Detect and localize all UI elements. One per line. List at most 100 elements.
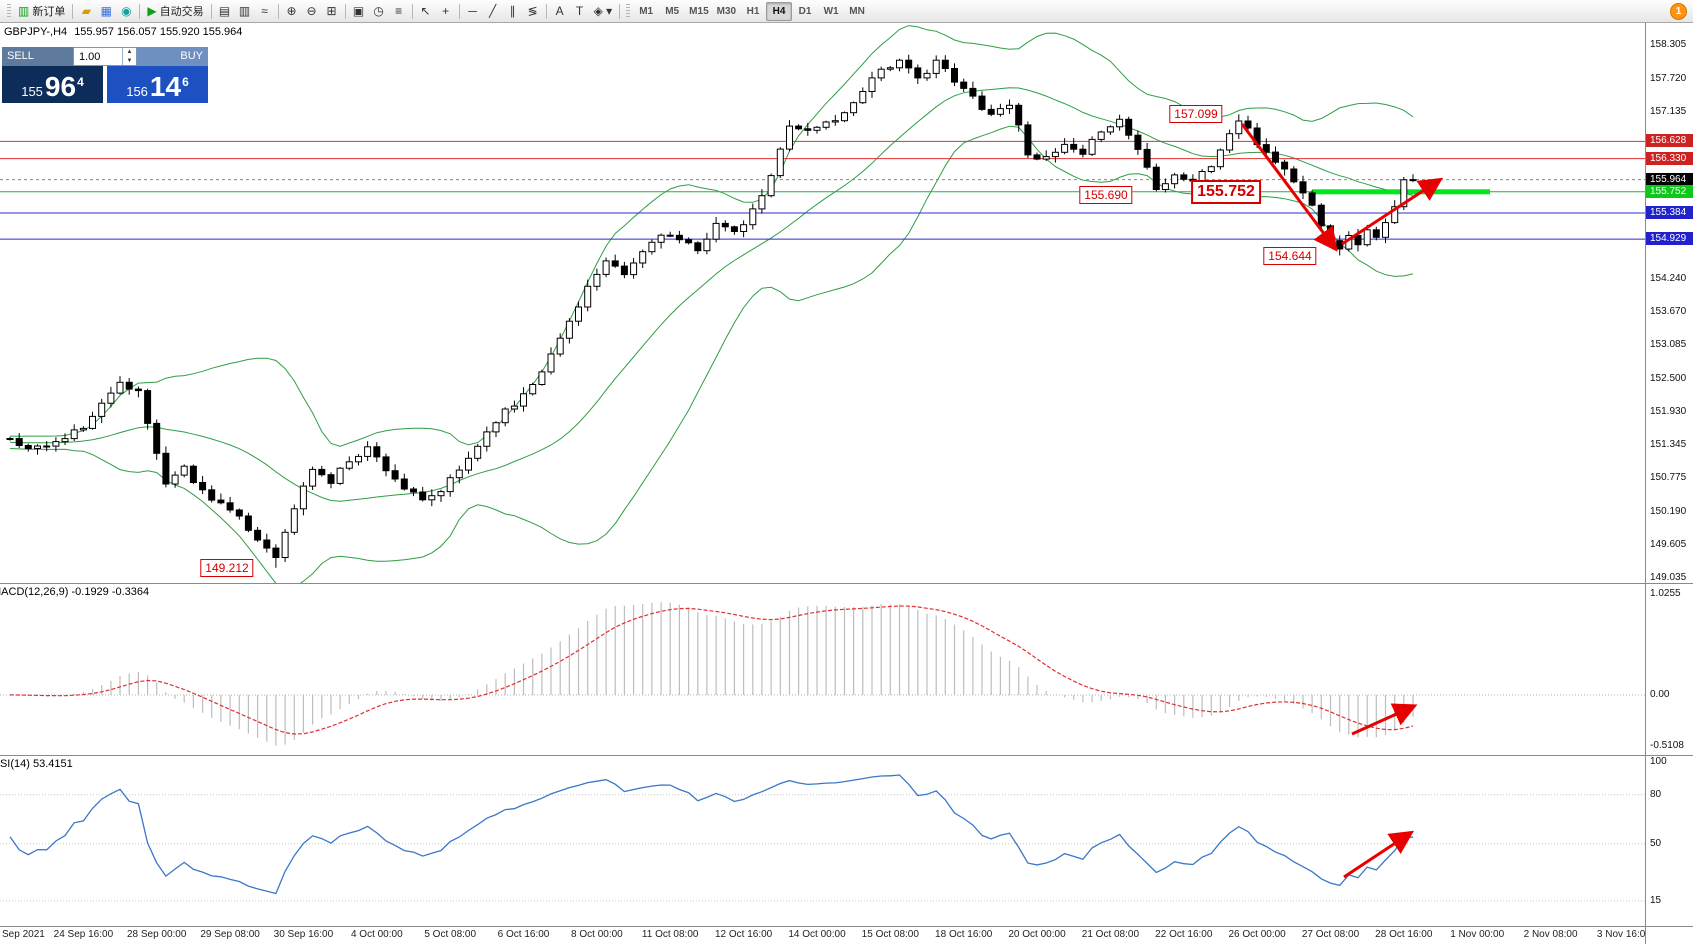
- trend-arrow[interactable]: [1343, 830, 1415, 879]
- volume-input[interactable]: 1.00 ▲ ▼: [73, 47, 137, 66]
- fibonacci-icon: ≶: [527, 4, 538, 18]
- fibonacci-button[interactable]: ≶: [523, 2, 543, 21]
- chart-line-icon: ≈: [261, 4, 268, 18]
- zoom-in-button[interactable]: ⊕: [282, 2, 302, 21]
- community-button[interactable]: ◉: [116, 2, 136, 21]
- bollinger-band: [9, 25, 1414, 447]
- horizontal-line-icon: ─: [468, 4, 477, 18]
- toolbar-separator: [277, 3, 279, 19]
- price-axis-label: 154.240: [1650, 272, 1687, 284]
- toolbar-grip[interactable]: [7, 3, 11, 19]
- trendline-button[interactable]: ╱: [483, 2, 503, 21]
- chart-line-button[interactable]: ≈: [255, 2, 275, 21]
- deposit-button[interactable]: ▰: [76, 2, 96, 21]
- text-button[interactable]: A: [550, 2, 570, 21]
- price-annotation[interactable]: 155.752: [1191, 179, 1261, 204]
- chart-candles-button[interactable]: ▥: [235, 2, 255, 21]
- trend-arrow[interactable]: [1240, 123, 1338, 252]
- zoom-out-button[interactable]: ⊖: [302, 2, 322, 21]
- time-axis-label: 3 Nov 16:00: [1596, 929, 1651, 940]
- panel-separator[interactable]: [0, 583, 1693, 584]
- trend-arrow[interactable]: [1351, 703, 1418, 736]
- text-label-button[interactable]: T: [570, 2, 590, 21]
- cursor-button[interactable]: ↖: [416, 2, 436, 21]
- new-chart-button[interactable]: ▣: [349, 2, 369, 21]
- new-order-button[interactable]: ▥ 新订单: [14, 2, 69, 21]
- trend-arrow[interactable]: [1341, 177, 1444, 246]
- main-chart-panel[interactable]: 157.099 155.690 155.752 154.644 149.212: [0, 23, 1645, 583]
- macd-axis-label: 0.00: [1650, 689, 1670, 700]
- toolbar-separator: [619, 3, 621, 19]
- timeframe-h1[interactable]: H1: [746, 5, 760, 17]
- price-annotation[interactable]: 154.644: [1263, 246, 1317, 265]
- macd-axis-label: -0.5108: [1650, 739, 1684, 751]
- toolbar-separator: [210, 3, 212, 19]
- price-tag: 155.752: [1646, 184, 1693, 198]
- timeframe-w1[interactable]: W1: [823, 5, 839, 17]
- main-chart-canvas[interactable]: [0, 23, 1645, 583]
- price-axis-label: 157.135: [1650, 106, 1687, 118]
- timeframe-m1[interactable]: M1: [639, 5, 654, 17]
- indicator-list-button[interactable]: ≡: [389, 2, 409, 21]
- community-icon: ◉: [121, 4, 132, 18]
- accounts-button[interactable]: ▦: [96, 2, 116, 21]
- time-axis-label: 2 Nov 08:00: [1523, 929, 1578, 940]
- chart-candles-icon: ▥: [238, 4, 251, 18]
- price-annotation[interactable]: 149.212: [200, 558, 254, 577]
- auto-trading-button[interactable]: ▶ 自动交易: [143, 2, 207, 21]
- price-axis-label: 149.035: [1650, 572, 1687, 583]
- notification-badge[interactable]: 1: [1670, 2, 1687, 20]
- timeframe-m30[interactable]: M30: [716, 5, 737, 17]
- volume-up-button[interactable]: ▲: [126, 49, 133, 55]
- time-axis-label: 8 Oct 00:00: [571, 929, 623, 940]
- zoom-in-icon: ⊕: [286, 4, 297, 18]
- time-axis-label: 5 Oct 08:00: [424, 929, 477, 940]
- toolbar-grip[interactable]: [626, 3, 631, 19]
- equidistant-channel-button[interactable]: ∥: [503, 2, 523, 21]
- toolbar-separator: [72, 3, 74, 19]
- time-axis[interactable]: Sep 2021 24 Sep 16:00 28 Sep 00:00 29 Sep 0…: [0, 927, 1693, 944]
- tile-windows-icon: ⊞: [326, 4, 337, 18]
- time-axis-label: 22 Oct 16:00: [1155, 929, 1213, 940]
- rsi-panel[interactable]: RSI(14) 53.4151: [0, 756, 1645, 926]
- sell-button[interactable]: SELL 155 96 4: [2, 47, 103, 103]
- timeframe-d1[interactable]: D1: [798, 5, 812, 17]
- deposit-icon: ▰: [81, 4, 91, 18]
- tile-windows-button[interactable]: ⊞: [322, 2, 342, 21]
- macd-signal-line: [9, 605, 1414, 735]
- macd-canvas[interactable]: [0, 584, 1645, 755]
- time-axis-label: 11 Oct 08:00: [641, 929, 699, 940]
- chart-area[interactable]: GBPJPY-,H4 155.957 156.057 155.920 155.96…: [0, 23, 1693, 944]
- horizontal-line-button[interactable]: ─: [463, 2, 483, 21]
- panel-separator[interactable]: [0, 755, 1693, 756]
- time-axis-label: 4 Oct 00:00: [350, 929, 403, 940]
- macd-axis-label: 1.0255: [1650, 587, 1681, 599]
- price-axis-label: 153.085: [1650, 339, 1687, 351]
- timeframe-m5[interactable]: M5: [665, 5, 680, 17]
- price-annotation[interactable]: 155.690: [1079, 186, 1133, 205]
- one-click-trading-panel: SELL 155 96 4 BUY 156 14 6 1.00 ▲ ▼: [2, 47, 208, 103]
- timeframe-mn[interactable]: MN: [849, 5, 865, 17]
- toolbar-separator: [458, 3, 460, 19]
- toolbar-separator: [411, 3, 413, 19]
- period-settings-button[interactable]: ◷: [369, 2, 389, 21]
- rsi-canvas[interactable]: [0, 756, 1645, 926]
- crosshair-button[interactable]: +: [436, 2, 456, 21]
- accounts-icon: ▦: [100, 4, 113, 18]
- macd-panel[interactable]: MACD(12,26,9) -0.1929 -0.3364: [0, 584, 1645, 755]
- text-label-icon: T: [575, 4, 584, 18]
- toolbar: ▥ 新订单 ▰ ▦ ◉ ▶ 自动交易 ▤ ▥ ≈ ⊕ ⊖ ⊞ ▣ ◷ ≡ ↖ + ─ ╱ ∥ ≶ A T ◈ ▾ M1 M5 M15 M…: [0, 0, 1693, 23]
- timeframe-h4[interactable]: H4: [766, 1, 793, 21]
- price-axis[interactable]: 158.305 157.720 157.135 154.240 153.670 153.0…: [1645, 23, 1693, 944]
- arrows-icon: ◈ ▾: [593, 4, 613, 18]
- arrows-button[interactable]: ◈ ▾: [590, 2, 617, 21]
- chart-bars-button[interactable]: ▤: [215, 2, 235, 21]
- toolbar-separator: [344, 3, 346, 19]
- rsi-line: [9, 774, 1414, 895]
- volume-down-button[interactable]: ▼: [126, 57, 133, 64]
- timeframe-m15[interactable]: M15: [689, 5, 709, 17]
- price-axis-label: 153.670: [1650, 305, 1687, 317]
- price-annotation[interactable]: 157.099: [1169, 105, 1223, 124]
- time-axis-label: 21 Oct 08:00: [1081, 929, 1140, 940]
- ohlc-values: 155.957 156.057 155.920 155.964: [74, 26, 243, 38]
